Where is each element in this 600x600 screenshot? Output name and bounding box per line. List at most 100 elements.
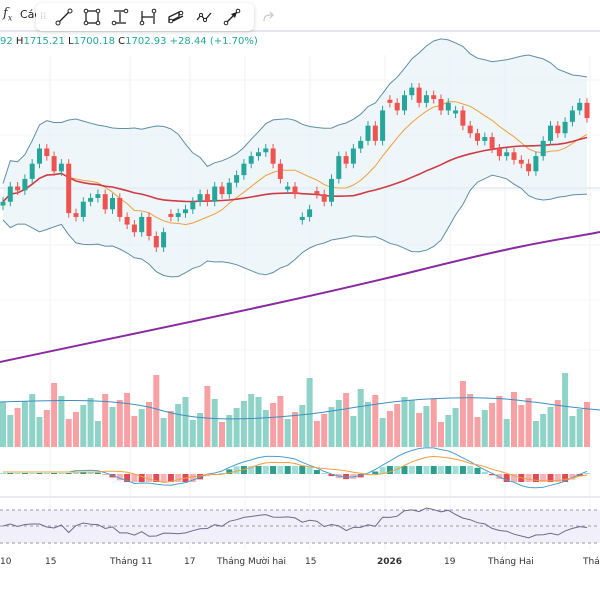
ma-slow-line <box>0 231 600 363</box>
candle-body <box>102 194 108 210</box>
candle-body <box>22 178 28 191</box>
x-tick-label: 2026 <box>377 557 403 567</box>
macd-histogram-bar <box>408 466 415 474</box>
volume-bar <box>167 411 174 447</box>
volume-bar <box>87 398 94 447</box>
candle-body <box>533 156 539 172</box>
macd-histogram-bar <box>343 474 350 480</box>
volume-bar <box>233 408 240 447</box>
candle-body <box>467 125 473 134</box>
volume-bar <box>277 396 284 447</box>
candle-body <box>336 156 342 179</box>
macd-histogram-bar <box>124 474 131 482</box>
x-tick-label: 15 <box>45 557 57 567</box>
macd-histogram-bar <box>175 474 182 482</box>
macd-histogram-bar <box>525 474 532 482</box>
candle-body <box>37 148 42 164</box>
rsi-panel <box>0 507 600 544</box>
candle-body <box>270 148 276 164</box>
volume-bar <box>102 394 109 447</box>
candle-body <box>350 148 356 164</box>
volume-bar <box>321 414 328 447</box>
rectangle-icon[interactable] <box>78 5 106 29</box>
candle-body <box>80 201 86 217</box>
macd-histogram-bar <box>292 466 298 474</box>
volume-bar <box>80 405 87 447</box>
ohlc-legend: 92 H1715.21 L1700.18 C1702.93 +28.44 (+1… <box>0 36 258 47</box>
candle-body <box>139 216 145 233</box>
volume-bar <box>0 402 6 447</box>
volume-bar <box>335 400 342 447</box>
macd-histogram-bar <box>255 466 262 474</box>
macd-histogram-bar <box>481 471 488 474</box>
candle-body <box>256 152 261 157</box>
volume-bar <box>182 397 189 447</box>
volume-bar <box>438 422 444 447</box>
candle-body <box>73 213 79 217</box>
macd-histogram-bar <box>576 474 583 477</box>
price-range-icon[interactable] <box>106 5 134 29</box>
volume-bar <box>14 408 21 447</box>
candle-body <box>131 224 137 233</box>
candle-body <box>387 99 393 103</box>
candle-body <box>504 152 510 157</box>
candle-body <box>460 110 466 126</box>
redo-icon[interactable] <box>262 8 274 27</box>
candle-body <box>29 163 35 179</box>
macd-histogram-bar <box>262 466 269 474</box>
open-value: 92 <box>0 36 13 47</box>
signal-line <box>3 455 588 484</box>
volume-bar <box>270 403 277 447</box>
macd-histogram-bar <box>80 472 87 474</box>
trend-line-icon[interactable] <box>50 5 78 29</box>
volume-bar <box>328 407 335 447</box>
volume-bar <box>569 416 576 447</box>
macd-histogram-bar <box>102 474 109 475</box>
candle-body <box>153 235 159 248</box>
macd-histogram-bar <box>584 473 590 474</box>
ma-fast-line <box>2 101 588 226</box>
indicators-button[interactable]: fx <box>3 6 12 23</box>
macd-histogram-bar <box>511 474 517 482</box>
volume-bar <box>445 415 452 447</box>
volume-bar <box>226 415 233 447</box>
date-range-icon[interactable] <box>134 5 162 29</box>
candle-body <box>299 216 305 220</box>
candle-body <box>277 163 283 179</box>
macd-histogram-bar <box>540 474 547 482</box>
path-icon[interactable] <box>190 5 218 29</box>
volume-bar <box>365 402 371 447</box>
volume-bar <box>452 408 459 447</box>
macd-histogram-bar <box>299 466 306 474</box>
arrow-icon[interactable] <box>218 5 246 29</box>
volume-bar <box>29 394 36 447</box>
macd-histogram-bar <box>467 466 474 474</box>
candle-body <box>0 201 6 206</box>
volume-bar <box>65 419 72 447</box>
high-label: H <box>15 36 24 47</box>
volume-bar <box>525 398 532 447</box>
x-tick-label: 15 <box>305 557 317 567</box>
candle-body <box>95 194 101 198</box>
candle-body <box>409 87 415 96</box>
candle-body <box>540 140 546 157</box>
x-tick-label: 10 <box>0 557 12 567</box>
parallel-channel-icon[interactable] <box>162 5 190 29</box>
volume-bar <box>189 420 196 447</box>
volume-bar <box>430 399 437 447</box>
volume-bar <box>211 399 218 447</box>
drag-handle-icon[interactable]: ⁞⁞ <box>40 11 47 22</box>
candle-body <box>445 102 451 111</box>
low-value: 1700.18 <box>73 36 115 47</box>
candle-body <box>197 194 203 202</box>
macd-histogram-bar <box>29 473 36 474</box>
candle-body <box>88 197 94 202</box>
candle-body <box>110 197 115 210</box>
top-bar: fx Các ⁞⁞ <box>0 0 600 32</box>
macd-histogram-bar <box>459 466 466 474</box>
candle-body <box>204 194 210 202</box>
volume-bar <box>284 419 291 447</box>
candle-body <box>212 186 218 202</box>
macd-histogram-bar <box>562 474 569 482</box>
